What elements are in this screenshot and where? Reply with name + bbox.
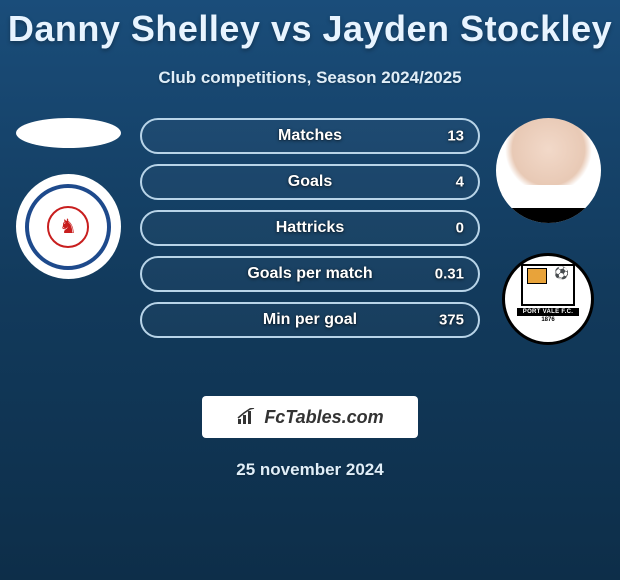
stat-row-mpg: Min per goal 375 [140, 302, 480, 338]
stat-row-goals: Goals 4 [140, 164, 480, 200]
stat-label: Min per goal [263, 311, 357, 329]
date-label: 25 november 2024 [0, 460, 620, 480]
page-title: Danny Shelley vs Jayden Stockley [0, 0, 620, 50]
stat-label: Goals per match [247, 265, 372, 283]
stats-list: Matches 13 Goals 4 Hattricks 0 Goals per… [140, 118, 480, 348]
stat-value-right: 4 [456, 174, 464, 191]
crest-year: 1876 [541, 317, 554, 323]
subtitle: Club competitions, Season 2024/2025 [0, 68, 620, 88]
stat-value-right: 13 [447, 128, 464, 145]
stat-label: Hattricks [276, 219, 344, 237]
stat-label: Matches [278, 127, 342, 145]
left-club-crest: ♞ [16, 174, 121, 279]
crest-banner: PORT VALE F.C. [517, 308, 579, 316]
brand-badge: FcTables.com [202, 396, 418, 438]
right-club-crest: PORT VALE F.C. 1876 [502, 253, 594, 345]
right-player-column: PORT VALE F.C. 1876 [488, 118, 608, 345]
stat-row-gpm: Goals per match 0.31 [140, 256, 480, 292]
left-player-column: ♞ [8, 118, 128, 279]
stat-row-matches: Matches 13 [140, 118, 480, 154]
lion-icon: ♞ [59, 217, 77, 237]
comparison-panel: ♞ Matches 13 Goals 4 Hattricks 0 Goals p… [0, 118, 620, 378]
shield-icon [521, 264, 575, 306]
right-player-avatar [496, 118, 601, 223]
stat-value-right: 0 [456, 220, 464, 237]
brand-text: FcTables.com [264, 407, 383, 428]
stat-value-right: 375 [439, 312, 464, 329]
chart-icon [236, 408, 258, 426]
left-player-avatar [16, 118, 121, 148]
stat-label: Goals [288, 173, 332, 191]
stat-value-right: 0.31 [435, 266, 464, 283]
stat-row-hattricks: Hattricks 0 [140, 210, 480, 246]
